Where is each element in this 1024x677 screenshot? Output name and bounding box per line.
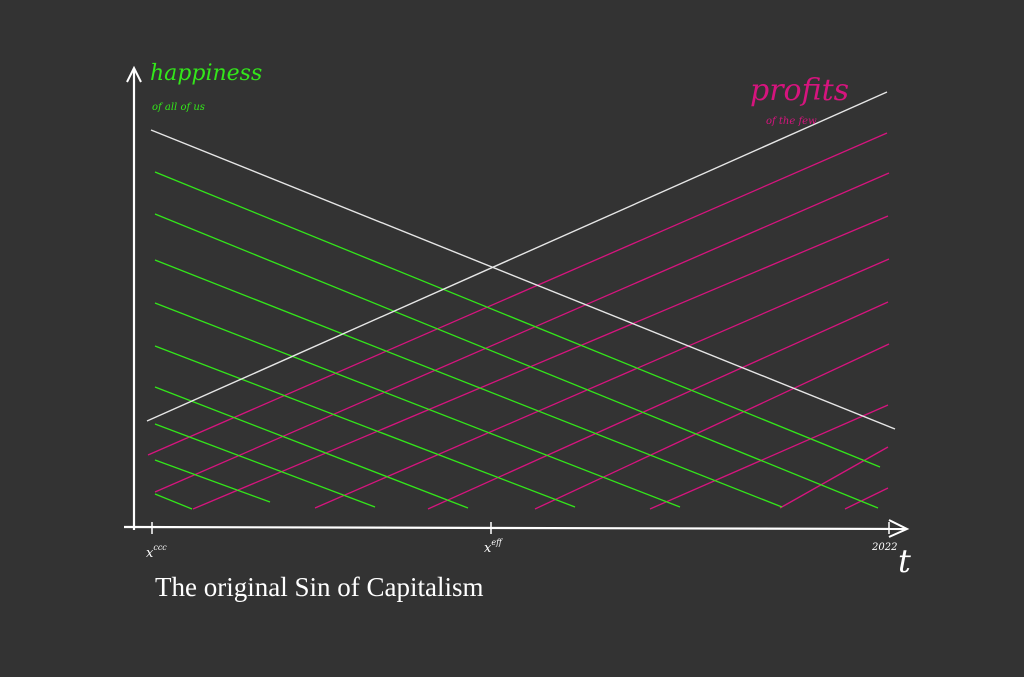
- happiness-hatch-line: [154, 213, 879, 509]
- profits-hatch-line: [154, 172, 890, 493]
- happiness-hatch-line: [154, 345, 576, 508]
- happiness-hatch-line: [154, 423, 376, 508]
- diagram-caption: The original Sin of Capitalism: [155, 572, 484, 602]
- x-axis-arrowhead: [888, 519, 910, 538]
- happiness-main-line: [150, 129, 896, 430]
- x-axis-label: t: [898, 542, 911, 580]
- profits-hatch-line: [779, 446, 889, 509]
- happiness-hatch-line: [154, 493, 193, 510]
- profits-label: profits: [750, 73, 849, 108]
- happiness-hatch-line: [154, 171, 881, 468]
- profits-hatch-line: [147, 132, 888, 456]
- y-axis-arrowhead: [126, 65, 142, 83]
- tick-left-label: xccc: [146, 543, 167, 561]
- profits-main-line: [146, 91, 888, 422]
- profits-hatch-line: [649, 404, 889, 510]
- profits-hatch-lines: [147, 132, 890, 510]
- profits-hatch-line: [844, 487, 889, 510]
- profits-hatch-line: [314, 258, 890, 509]
- happiness-hatch-line: [154, 459, 271, 503]
- profits-hatch-line: [427, 301, 889, 510]
- profits-sublabel: of the few: [766, 116, 817, 127]
- y-axis-sublabel: of all of us: [152, 102, 205, 113]
- tick-right-label: 2022: [871, 542, 897, 553]
- happiness-hatch-lines: [154, 171, 881, 510]
- tick-mid-label: xeff: [484, 538, 503, 556]
- profits-hatch-line: [192, 215, 889, 510]
- happiness-hatch-line: [154, 386, 469, 509]
- x-axis: [123, 525, 906, 531]
- profits-hatch-line: [534, 343, 890, 510]
- happiness-hatch-line: [154, 259, 783, 508]
- happiness-hatch-line: [154, 302, 681, 508]
- y-axis-label: happiness: [150, 61, 262, 86]
